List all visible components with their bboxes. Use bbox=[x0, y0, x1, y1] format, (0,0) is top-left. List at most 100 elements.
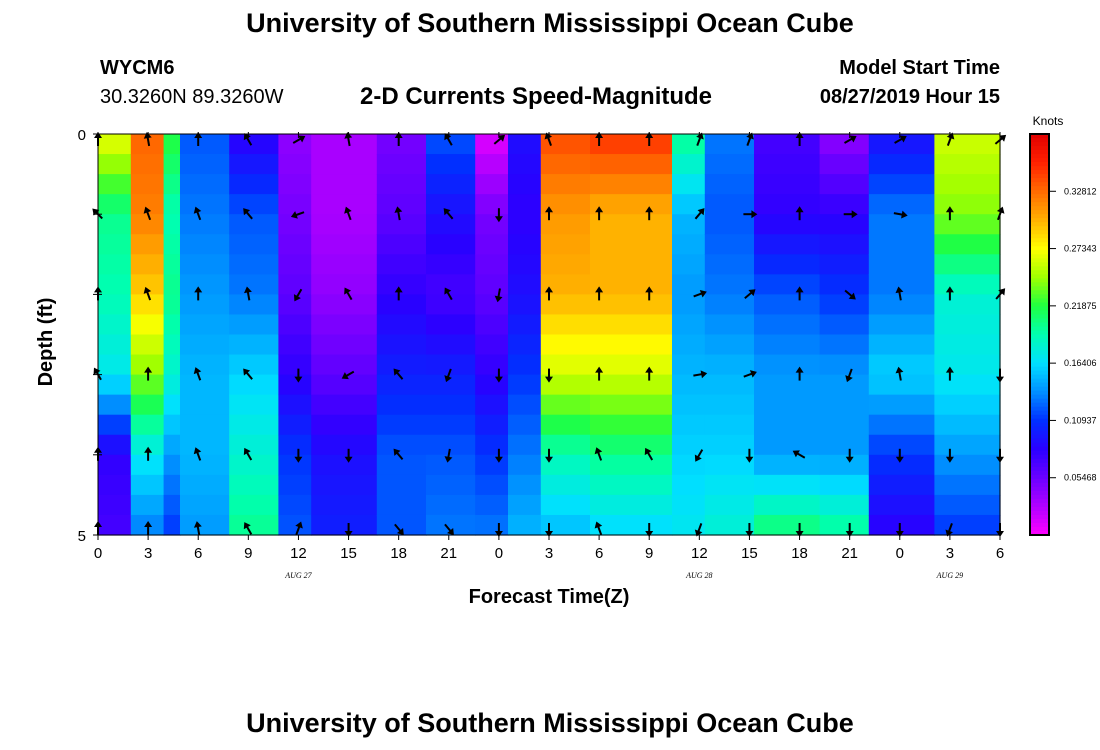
plot-title: 2-D Currents Speed-Magnitude bbox=[360, 83, 713, 110]
current-arrow-8-3 bbox=[494, 368, 503, 383]
current-arrow-9-5 bbox=[545, 523, 553, 537]
x-tick-label-4: 12 bbox=[290, 545, 307, 562]
current-arrow-11-3 bbox=[645, 366, 654, 381]
heatmap-cell-9-0-1 bbox=[475, 154, 509, 175]
heatmap-cell-10-4-0 bbox=[508, 454, 542, 476]
heatmap-cell-2-0-1 bbox=[163, 154, 181, 175]
colorbar-step-21 bbox=[1030, 218, 1049, 223]
heatmap-cell-13-2-3 bbox=[672, 354, 706, 376]
current-arrow-4-2 bbox=[293, 288, 303, 302]
current-arrow-8-5 bbox=[494, 523, 503, 537]
heatmap-cell-8-2-3 bbox=[426, 354, 476, 376]
colorbar-step-73 bbox=[1030, 426, 1049, 432]
heatmap-cell-13-1-3 bbox=[672, 274, 706, 295]
heatmap-cell-10-0-3 bbox=[508, 194, 542, 215]
colorbar-label-2: 0.16406 bbox=[1064, 358, 1097, 368]
colorbar-label-5: 0.32812 bbox=[1064, 186, 1097, 196]
arrow-head bbox=[444, 456, 453, 463]
heatmap-cell-9-4-0 bbox=[475, 454, 509, 476]
heatmap-cell-1-1-2 bbox=[130, 254, 165, 275]
heatmap-cell-2-3-3 bbox=[163, 434, 181, 456]
colorbar-step-12 bbox=[1030, 182, 1049, 187]
colorbar-step-85 bbox=[1030, 474, 1049, 480]
heatmap-cell-5-4-3 bbox=[278, 514, 312, 536]
colorbar-step-36 bbox=[1030, 278, 1049, 283]
current-arrow-8-2 bbox=[494, 288, 503, 303]
current-arrow-14-4 bbox=[792, 450, 806, 459]
heatmap-cell-15-4-3 bbox=[754, 514, 821, 536]
x-tick-label-5: 15 bbox=[340, 545, 357, 562]
heatmap-cell-2-1-3 bbox=[163, 274, 181, 295]
heatmap-cell-2-2-3 bbox=[163, 354, 181, 376]
heatmap-cell-14-0-0 bbox=[704, 134, 755, 155]
heatmap-cell-0-0-2 bbox=[98, 174, 132, 195]
y-tick-label-1: 5 bbox=[78, 528, 86, 545]
heatmap-cell-7-2-3 bbox=[376, 354, 427, 376]
heatmap-cell-2-3-2 bbox=[163, 414, 181, 436]
colorbar-step-63 bbox=[1030, 386, 1049, 392]
current-arrow-10-5 bbox=[594, 521, 603, 535]
heatmap-cell-3-2-2 bbox=[180, 334, 230, 356]
heatmap-cell-11-1-0 bbox=[540, 214, 591, 235]
x-tick-label-18: 6 bbox=[996, 545, 1004, 562]
heatmap-cell-13-3-1 bbox=[672, 394, 706, 416]
arrow-head bbox=[996, 206, 1005, 214]
arrow-head bbox=[293, 294, 301, 302]
heatmap-cell-11-0-1 bbox=[540, 154, 591, 175]
heatmap-cell-11-2-0 bbox=[540, 294, 591, 316]
colorbar-step-88 bbox=[1030, 486, 1049, 492]
colorbar-step-72 bbox=[1030, 422, 1049, 428]
heatmap-cell-6-1-0 bbox=[311, 214, 378, 235]
colorbar-step-94 bbox=[1030, 510, 1049, 516]
heatmap-cell-1-4-1 bbox=[130, 474, 165, 496]
heatmap-cell-6-2-0 bbox=[311, 294, 378, 316]
heatmap-cell-10-4-2 bbox=[508, 494, 542, 516]
current-arrow-14-3 bbox=[795, 366, 804, 381]
heatmap-cell-17-4-0 bbox=[868, 454, 935, 476]
current-arrow-17-4 bbox=[945, 448, 954, 463]
arrow-head bbox=[748, 289, 756, 297]
heatmap-cell-7-3-0 bbox=[376, 374, 427, 396]
heatmap-cell-1-2-1 bbox=[130, 314, 165, 336]
heatmap-cell-2-2-2 bbox=[163, 334, 181, 356]
colorbar-step-2 bbox=[1030, 142, 1049, 147]
arrow-head bbox=[344, 287, 352, 295]
heatmap-cell-17-0-1 bbox=[868, 154, 935, 175]
current-arrow-14-2 bbox=[795, 286, 804, 301]
heatmap-cell-11-0-0 bbox=[540, 134, 591, 155]
heatmap-cell-6-4-3 bbox=[311, 514, 378, 536]
heatmap-cell-17-4-3 bbox=[868, 514, 935, 536]
heatmap-cell-3-3-1 bbox=[180, 394, 230, 416]
heatmap-cell-17-1-1 bbox=[868, 234, 935, 255]
heatmap-cell-17-1-3 bbox=[868, 274, 935, 295]
heatmap-cell-14-1-0 bbox=[704, 214, 755, 235]
heatmap-cell-11-1-1 bbox=[540, 234, 591, 255]
heatmap-cell-0-3-1 bbox=[98, 394, 132, 416]
heatmap-cell-18-3-2 bbox=[934, 414, 1001, 436]
current-arrow-5-1 bbox=[344, 206, 352, 221]
heatmap-cell-16-4-3 bbox=[819, 514, 870, 536]
heatmap-cell-3-4-1 bbox=[180, 474, 230, 496]
heatmap-cell-12-3-1 bbox=[590, 394, 673, 416]
heatmap-cell-15-4-0 bbox=[754, 454, 821, 476]
heatmap-cell-10-0-0 bbox=[508, 134, 542, 155]
heatmap-cell-0-1-3 bbox=[98, 274, 132, 295]
heatmap-cell-11-3-3 bbox=[540, 434, 591, 456]
heatmap-cell-2-1-2 bbox=[163, 254, 181, 275]
current-arrow-8-0 bbox=[493, 134, 506, 145]
colorbar-step-17 bbox=[1030, 202, 1049, 207]
colorbar-step-49 bbox=[1030, 330, 1049, 335]
current-arrow-5-4 bbox=[344, 448, 353, 463]
current-arrow-3-5 bbox=[243, 522, 253, 535]
heatmap-cell-1-1-3 bbox=[130, 274, 165, 295]
arrow-head bbox=[298, 135, 306, 143]
heatmap-cell-10-2-3 bbox=[508, 354, 542, 376]
heatmap-cell-17-1-2 bbox=[868, 254, 935, 275]
heatmap-cell-11-2-1 bbox=[540, 314, 591, 336]
heatmap-cell-1-0-3 bbox=[130, 194, 165, 215]
heatmap-cell-13-1-2 bbox=[672, 254, 706, 275]
arrow-head bbox=[545, 376, 553, 383]
heatmap-cell-8-3-2 bbox=[426, 414, 476, 436]
arrow-head bbox=[895, 456, 904, 463]
colorbar-step-83 bbox=[1030, 466, 1049, 472]
